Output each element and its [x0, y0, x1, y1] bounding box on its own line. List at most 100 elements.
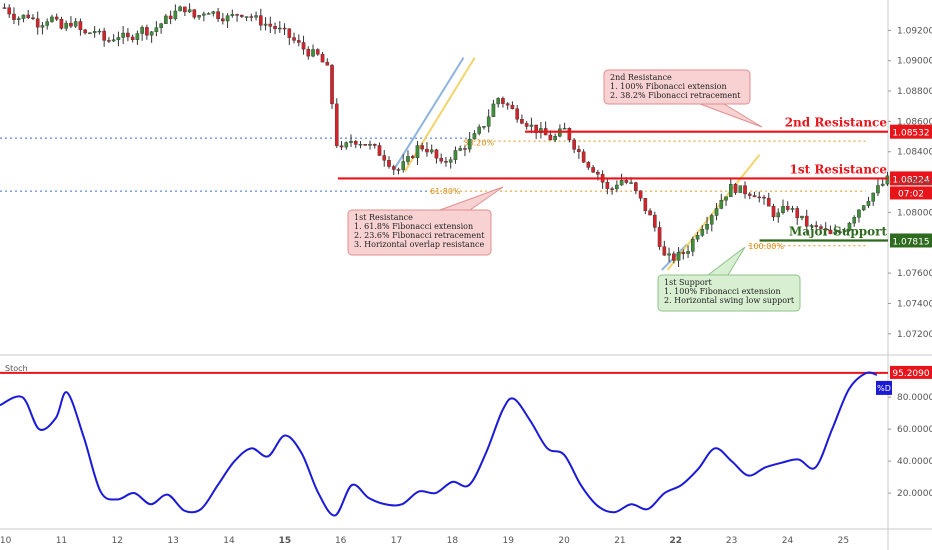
- stoch-level-tag: [890, 365, 932, 379]
- candle-55: [263, 17, 268, 31]
- candle-body: [211, 11, 216, 14]
- candle-body: [819, 226, 823, 229]
- candle-body: [16, 18, 21, 20]
- candle-body: [64, 22, 68, 29]
- candle-110: [524, 121, 529, 130]
- candle-25: [121, 25, 125, 44]
- candle-10: [50, 14, 54, 23]
- candle-body: [358, 144, 363, 146]
- candle-72: [344, 141, 349, 150]
- candle-88: [420, 142, 425, 152]
- candle-body: [852, 217, 857, 224]
- candle-body: [709, 215, 714, 225]
- major-support-tag: [890, 233, 932, 248]
- stoch-level-value: 95.2090: [892, 369, 929, 379]
- candle-body: [334, 103, 339, 146]
- candle-body: [714, 208, 719, 216]
- candle-127: [605, 179, 610, 195]
- candle-62: [296, 34, 301, 47]
- candle-body: [828, 229, 833, 235]
- candle-body: [776, 212, 781, 218]
- candle-175: [833, 224, 838, 235]
- candle-body: [230, 14, 235, 16]
- candle-body: [206, 13, 211, 15]
- candle-body: [40, 25, 45, 28]
- candle-body: [624, 180, 629, 183]
- candle-14: [69, 16, 73, 29]
- date-label-11: 11: [56, 536, 67, 546]
- candle-103: [491, 99, 496, 118]
- candle-body: [719, 199, 724, 209]
- candle-body: [520, 119, 524, 124]
- date-label-13: 13: [167, 536, 178, 546]
- candle-body: [287, 28, 292, 38]
- candle-133: [634, 181, 638, 195]
- candle-body: [116, 37, 121, 40]
- candle-96: [458, 145, 462, 152]
- candle-body: [7, 7, 12, 15]
- candle-168: [800, 215, 804, 221]
- candle-body: [88, 32, 92, 35]
- candle-38: [183, 6, 187, 16]
- candle-body: [885, 175, 890, 185]
- candle-54: [259, 8, 263, 31]
- candle-body: [695, 235, 700, 240]
- candle-159: [757, 191, 762, 203]
- candle-37: [178, 5, 182, 12]
- candle-body: [458, 148, 462, 151]
- candle-81: [387, 156, 391, 169]
- candle-body: [790, 208, 795, 210]
- candle-4: [21, 14, 26, 23]
- candle-171: [814, 221, 819, 233]
- candle-116: [553, 133, 557, 143]
- candle-119: [567, 127, 572, 143]
- candle-body: [154, 27, 159, 32]
- major-support-value: 1.07815: [892, 237, 929, 247]
- candle-143: [681, 249, 686, 260]
- candle-body: [159, 23, 163, 28]
- candle-17: [83, 28, 87, 35]
- candle-22: [107, 37, 111, 44]
- candle-body: [686, 251, 690, 254]
- candle-body: [510, 104, 515, 109]
- candle-0: [2, 3, 7, 9]
- candle-76: [363, 143, 368, 146]
- candle-body: [477, 126, 481, 134]
- candle-148: [705, 216, 709, 234]
- candle-3: [16, 16, 21, 26]
- ann-1st-resistance-box: [347, 209, 492, 256]
- candle-42: [202, 11, 206, 22]
- candle-body: [615, 184, 619, 190]
- candle-185: [880, 179, 885, 187]
- candle-body: [515, 108, 519, 120]
- candle-167: [795, 206, 800, 225]
- candle-body: [78, 21, 83, 31]
- date-label-17: 17: [391, 536, 402, 546]
- dotted-levels: 38.20% 61.80% 100.00%: [0, 137, 866, 251]
- candle-body: [448, 159, 453, 163]
- price-tick-6: 1.08000: [897, 208, 932, 218]
- candle-body: [135, 33, 140, 40]
- candle-body: [183, 6, 187, 13]
- stoch-d-line: [0, 371, 878, 517]
- candle-176: [838, 228, 842, 235]
- candle-body: [572, 139, 576, 150]
- candle-body: [330, 65, 334, 105]
- ann-2nd-resistance-line-1: 1. 100% Fibonacci extension: [610, 82, 727, 91]
- candle-body: [344, 142, 349, 148]
- candle-33: [159, 22, 163, 34]
- candle-body: [700, 229, 705, 236]
- candle-body: [771, 206, 776, 218]
- candle-body: [491, 103, 496, 117]
- candle-108: [515, 105, 519, 123]
- candle-body: [795, 208, 800, 219]
- candle-body: [453, 150, 458, 160]
- candle-body: [876, 185, 880, 194]
- date-label-12: 12: [112, 536, 123, 546]
- candle-135: [643, 198, 648, 215]
- candle-body: [197, 15, 201, 18]
- candle-180: [857, 209, 861, 223]
- candle-body: [648, 210, 652, 216]
- candle-body: [2, 7, 7, 9]
